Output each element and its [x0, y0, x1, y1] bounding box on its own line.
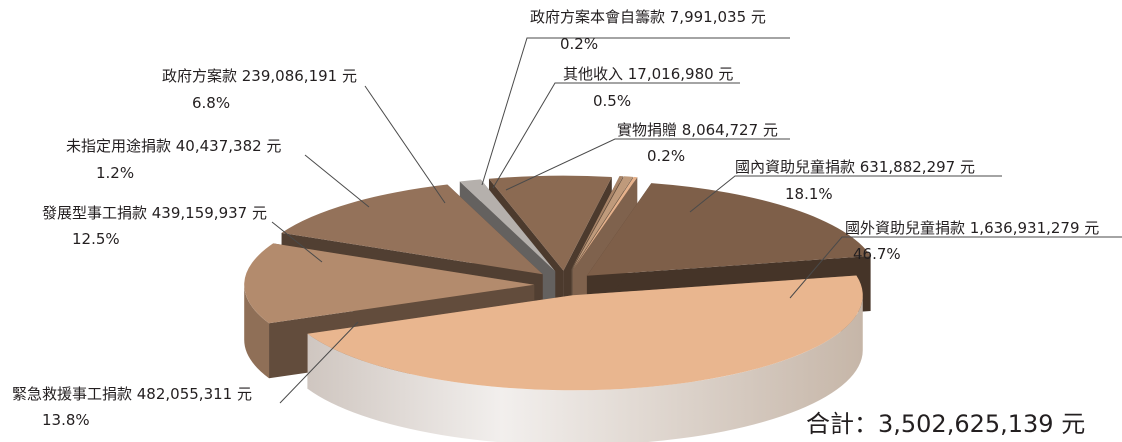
pie-slice-9-top: [586, 183, 871, 276]
pie-slice-3-top: [281, 184, 543, 275]
slice-label-1: 國外資助兒童捐款 1,636,931,279 元: [845, 219, 1099, 237]
slice-label-5: 政府方案款 239,086,191 元: [162, 67, 357, 85]
pie-slice-7-top: [572, 176, 633, 270]
leader-line-1: [789, 236, 1122, 299]
pie-slice-6-top: [571, 175, 624, 270]
leader-lines: [271, 37, 1122, 404]
pie-slice-1: [307, 275, 863, 442]
pie-slice-5-top: [488, 175, 612, 271]
slice-label-9: 國內資助兒童捐款 631,882,297 元: [735, 158, 975, 176]
leader-line-7: [492, 82, 740, 189]
slice-percent-6: 0.2%: [560, 35, 598, 53]
pie-slice-8-top: [572, 176, 638, 270]
slice-percent-3: 12.5%: [72, 230, 120, 248]
pie-slices: [244, 175, 871, 442]
slice-label-7: 其他收入 17,016,980 元: [563, 65, 733, 83]
slice-label-2: 緊急救援事工捐款 482,055,311 元: [12, 385, 252, 403]
slice-percent-1: 46.7%: [853, 245, 901, 263]
pie-slice-2-top: [244, 243, 535, 324]
slice-label-3: 發展型事工捐款 439,159,937 元: [42, 204, 267, 222]
leader-line-3: [271, 221, 323, 263]
slice-label-6: 政府方案本會自籌款 7,991,035 元: [530, 8, 766, 26]
total-label: 合計：3,502,625,139 元: [806, 410, 1085, 438]
pie-slice-1-side: [307, 295, 863, 442]
pie-slice-1-top: [307, 275, 863, 391]
slice-label-4: 未指定用途捐款 40,437,382 元: [66, 137, 281, 155]
leader-line-4: [304, 154, 370, 208]
pie-slice-4-top: [459, 179, 556, 272]
slice-percent-9: 18.1%: [785, 185, 833, 203]
leader-line-5: [364, 85, 446, 204]
slice-label-8: 實物捐贈 8,064,727 元: [617, 121, 778, 139]
leader-line-6: [481, 37, 790, 186]
slice-labels: 國外資助兒童捐款 1,636,931,279 元 46.7% 緊急救援事工捐款 48…: [12, 8, 1099, 429]
leader-line-2: [279, 321, 359, 404]
leader-line-9: [689, 175, 1002, 213]
slice-percent-7: 0.5%: [593, 92, 631, 110]
pie-slice-2-side: [244, 284, 270, 379]
slice-percent-8: 0.2%: [647, 147, 685, 165]
slice-percent-5: 6.8%: [192, 94, 230, 112]
leader-line-8: [505, 138, 790, 191]
slice-percent-4: 1.2%: [96, 164, 134, 182]
slice-percent-2: 13.8%: [42, 411, 90, 429]
